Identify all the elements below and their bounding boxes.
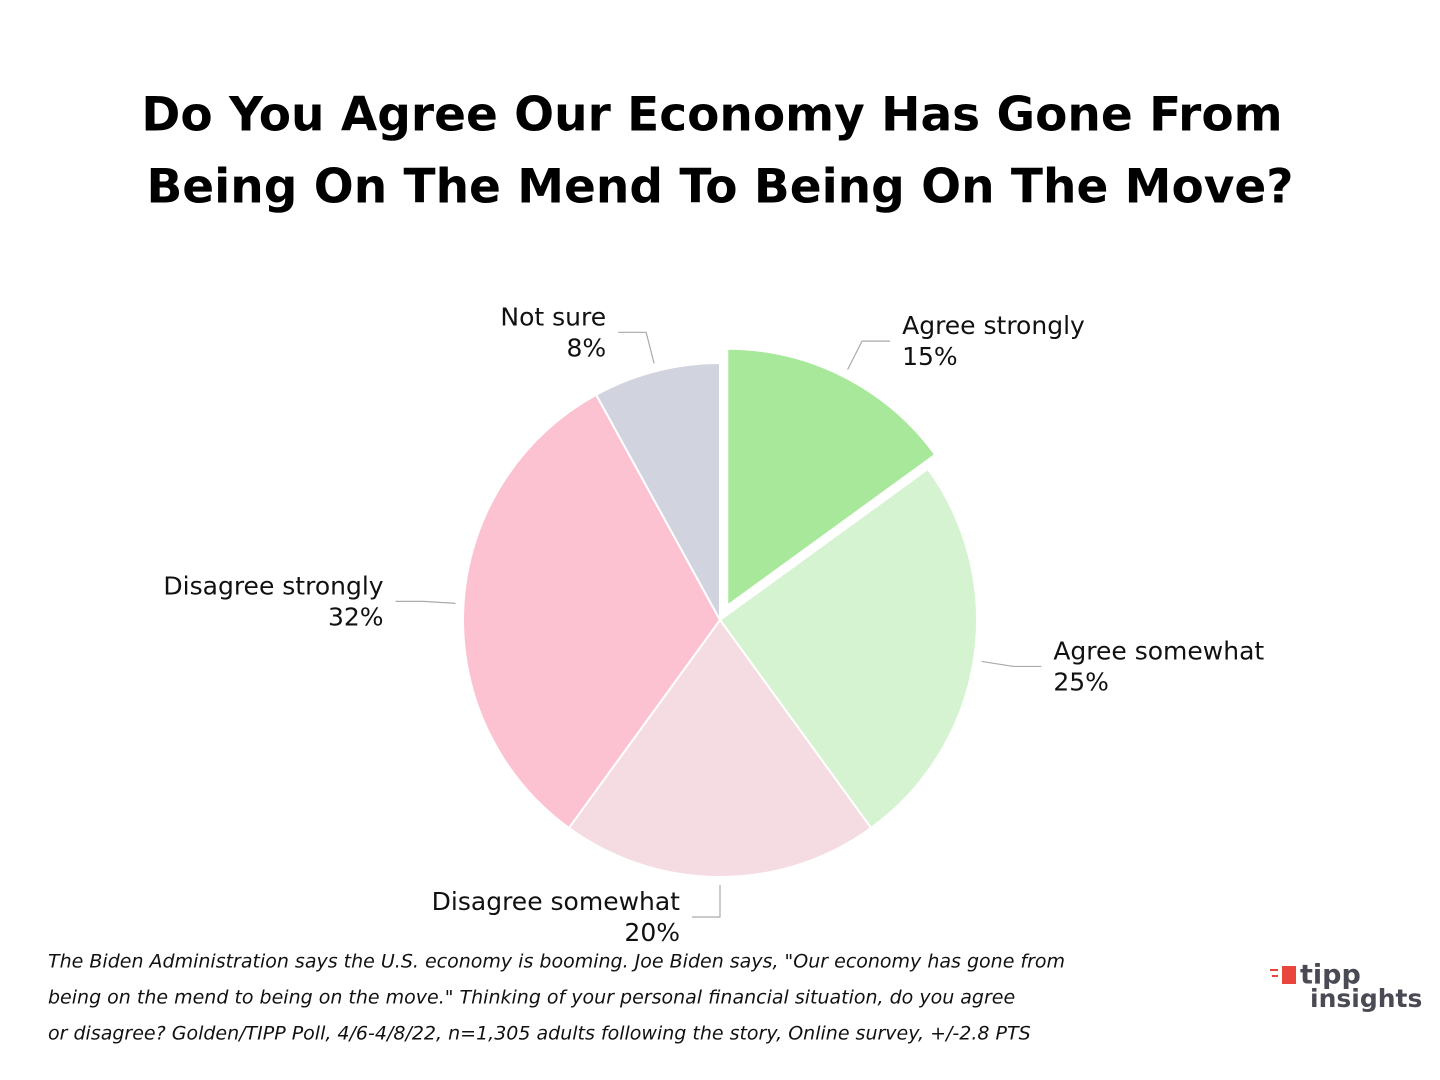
footnote: or disagree? Golden/TIPP Poll, 4/6-4/8/2… xyxy=(48,1023,1031,1045)
pie-slice xyxy=(462,393,722,830)
pie-slice xyxy=(594,361,721,621)
logo: tipp insights xyxy=(1270,960,1422,1013)
pie-slice xyxy=(726,347,937,608)
value-label: 32% xyxy=(328,602,384,631)
logo-text: tipp xyxy=(1300,960,1361,991)
category-label: Not sure xyxy=(500,302,606,331)
category-label: Agree strongly xyxy=(902,311,1085,340)
value-label: 8% xyxy=(566,333,606,362)
footnote: The Biden Administration says the U.S. e… xyxy=(48,951,1065,973)
leader-line xyxy=(395,600,456,604)
pie-slice xyxy=(567,618,873,878)
footnote: being on the mend to being on the move."… xyxy=(48,987,1015,1009)
pie-slice xyxy=(718,467,978,830)
category-label: Disagree strongly xyxy=(163,571,383,600)
leader-line xyxy=(692,885,721,918)
logo-text: insights xyxy=(1310,984,1422,1013)
leader-line xyxy=(847,340,891,370)
chart-title: Do You Agree Our Economy Has Gone From xyxy=(141,88,1282,143)
value-label: 20% xyxy=(624,918,680,947)
category-label: Disagree somewhat xyxy=(432,887,681,916)
logo-icon xyxy=(1282,966,1296,984)
leader-line xyxy=(981,660,1042,668)
leader-line xyxy=(618,331,655,364)
value-label: 15% xyxy=(902,342,958,371)
value-label: 25% xyxy=(1053,667,1109,696)
category-label: Agree somewhat xyxy=(1053,636,1264,665)
chart-title: Being On The Mend To Being On The Move? xyxy=(146,160,1293,215)
